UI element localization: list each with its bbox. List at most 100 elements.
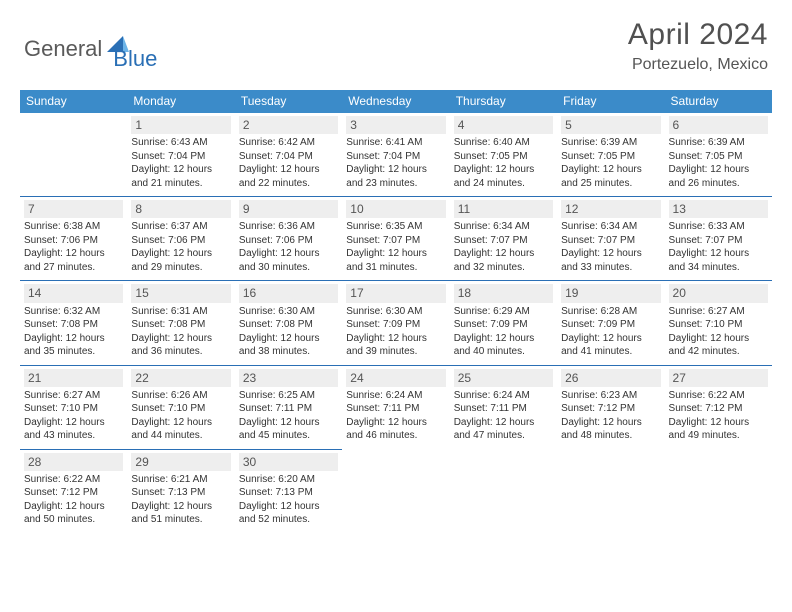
daylight-text: and 32 minutes. [454,261,553,275]
daylight-text: Daylight: 12 hours [561,416,660,430]
calendar-day-cell: 6Sunrise: 6:39 AMSunset: 7:05 PMDaylight… [665,113,772,197]
daylight-text: and 38 minutes. [239,345,338,359]
daylight-text: and 43 minutes. [24,429,123,443]
day-number: 20 [669,284,768,302]
day-number: 28 [24,453,123,471]
page-header: General Blue April 2024 Portezuelo, Mexi… [0,0,792,82]
daylight-text: Daylight: 12 hours [561,163,660,177]
daylight-text: and 51 minutes. [131,513,230,527]
day-number: 10 [346,200,445,218]
weekday-header: Wednesday [342,90,449,113]
daylight-text: and 29 minutes. [131,261,230,275]
calendar-week-row: 14Sunrise: 6:32 AMSunset: 7:08 PMDayligh… [20,281,772,365]
calendar-day-cell: 21Sunrise: 6:27 AMSunset: 7:10 PMDayligh… [20,365,127,449]
sunrise-text: Sunrise: 6:40 AM [454,136,553,150]
calendar-day-cell: 24Sunrise: 6:24 AMSunset: 7:11 PMDayligh… [342,365,449,449]
calendar-body: 1Sunrise: 6:43 AMSunset: 7:04 PMDaylight… [20,113,772,533]
sunset-text: Sunset: 7:04 PM [131,150,230,164]
daylight-text: Daylight: 12 hours [454,416,553,430]
daylight-text: and 34 minutes. [669,261,768,275]
daylight-text: and 45 minutes. [239,429,338,443]
daylight-text: Daylight: 12 hours [239,332,338,346]
daylight-text: Daylight: 12 hours [346,416,445,430]
day-number: 11 [454,200,553,218]
sunset-text: Sunset: 7:06 PM [239,234,338,248]
day-number: 4 [454,116,553,134]
day-number: 7 [24,200,123,218]
day-number: 1 [131,116,230,134]
daylight-text: Daylight: 12 hours [24,500,123,514]
daylight-text: and 39 minutes. [346,345,445,359]
sunrise-text: Sunrise: 6:39 AM [561,136,660,150]
sunrise-text: Sunrise: 6:30 AM [346,305,445,319]
sunset-text: Sunset: 7:07 PM [454,234,553,248]
day-number: 25 [454,369,553,387]
sunset-text: Sunset: 7:13 PM [239,486,338,500]
calendar-day-cell: 5Sunrise: 6:39 AMSunset: 7:05 PMDaylight… [557,113,664,197]
daylight-text: Daylight: 12 hours [24,416,123,430]
sunset-text: Sunset: 7:07 PM [561,234,660,248]
daylight-text: and 24 minutes. [454,177,553,191]
sunset-text: Sunset: 7:10 PM [669,318,768,332]
sunset-text: Sunset: 7:05 PM [454,150,553,164]
sunrise-text: Sunrise: 6:20 AM [239,473,338,487]
calendar-day-cell: 11Sunrise: 6:34 AMSunset: 7:07 PMDayligh… [450,197,557,281]
daylight-text: Daylight: 12 hours [131,416,230,430]
weekday-header: Friday [557,90,664,113]
calendar-day-cell: 13Sunrise: 6:33 AMSunset: 7:07 PMDayligh… [665,197,772,281]
calendar-day-cell: 15Sunrise: 6:31 AMSunset: 7:08 PMDayligh… [127,281,234,365]
daylight-text: and 46 minutes. [346,429,445,443]
sunrise-text: Sunrise: 6:24 AM [454,389,553,403]
sunset-text: Sunset: 7:09 PM [346,318,445,332]
calendar-day-cell: 4Sunrise: 6:40 AMSunset: 7:05 PMDaylight… [450,113,557,197]
sunset-text: Sunset: 7:10 PM [131,402,230,416]
weekday-header: Thursday [450,90,557,113]
sunset-text: Sunset: 7:04 PM [239,150,338,164]
day-number: 8 [131,200,230,218]
calendar-day-cell: 22Sunrise: 6:26 AMSunset: 7:10 PMDayligh… [127,365,234,449]
daylight-text: and 52 minutes. [239,513,338,527]
calendar-week-row: 7Sunrise: 6:38 AMSunset: 7:06 PMDaylight… [20,197,772,281]
sunrise-text: Sunrise: 6:34 AM [561,220,660,234]
sunset-text: Sunset: 7:11 PM [239,402,338,416]
daylight-text: Daylight: 12 hours [131,500,230,514]
sunset-text: Sunset: 7:09 PM [561,318,660,332]
daylight-text: and 31 minutes. [346,261,445,275]
sunrise-text: Sunrise: 6:33 AM [669,220,768,234]
calendar-day-cell: 2Sunrise: 6:42 AMSunset: 7:04 PMDaylight… [235,113,342,197]
day-number: 3 [346,116,445,134]
daylight-text: Daylight: 12 hours [669,247,768,261]
sunrise-text: Sunrise: 6:37 AM [131,220,230,234]
weekday-header: Tuesday [235,90,342,113]
day-number: 29 [131,453,230,471]
brand-part1: General [24,36,102,62]
daylight-text: and 50 minutes. [24,513,123,527]
calendar-day-cell: 18Sunrise: 6:29 AMSunset: 7:09 PMDayligh… [450,281,557,365]
daylight-text: Daylight: 12 hours [131,163,230,177]
sunrise-text: Sunrise: 6:23 AM [561,389,660,403]
daylight-text: Daylight: 12 hours [239,247,338,261]
daylight-text: Daylight: 12 hours [454,332,553,346]
daylight-text: and 33 minutes. [561,261,660,275]
calendar-day-cell: 26Sunrise: 6:23 AMSunset: 7:12 PMDayligh… [557,365,664,449]
sunset-text: Sunset: 7:05 PM [669,150,768,164]
daylight-text: Daylight: 12 hours [131,332,230,346]
day-number: 5 [561,116,660,134]
daylight-text: Daylight: 12 hours [24,247,123,261]
calendar-day-cell: 7Sunrise: 6:38 AMSunset: 7:06 PMDaylight… [20,197,127,281]
weekday-header: Sunday [20,90,127,113]
daylight-text: Daylight: 12 hours [669,416,768,430]
sunrise-text: Sunrise: 6:35 AM [346,220,445,234]
calendar-day-cell: 28Sunrise: 6:22 AMSunset: 7:12 PMDayligh… [20,449,127,533]
daylight-text: and 48 minutes. [561,429,660,443]
sunrise-text: Sunrise: 6:22 AM [24,473,123,487]
calendar-day-cell: 20Sunrise: 6:27 AMSunset: 7:10 PMDayligh… [665,281,772,365]
weekday-header: Monday [127,90,234,113]
sunset-text: Sunset: 7:07 PM [669,234,768,248]
daylight-text: Daylight: 12 hours [24,332,123,346]
daylight-text: Daylight: 12 hours [561,247,660,261]
calendar-day-cell: 9Sunrise: 6:36 AMSunset: 7:06 PMDaylight… [235,197,342,281]
calendar-day-cell [557,449,664,533]
calendar-day-cell [342,449,449,533]
calendar-day-cell: 30Sunrise: 6:20 AMSunset: 7:13 PMDayligh… [235,449,342,533]
